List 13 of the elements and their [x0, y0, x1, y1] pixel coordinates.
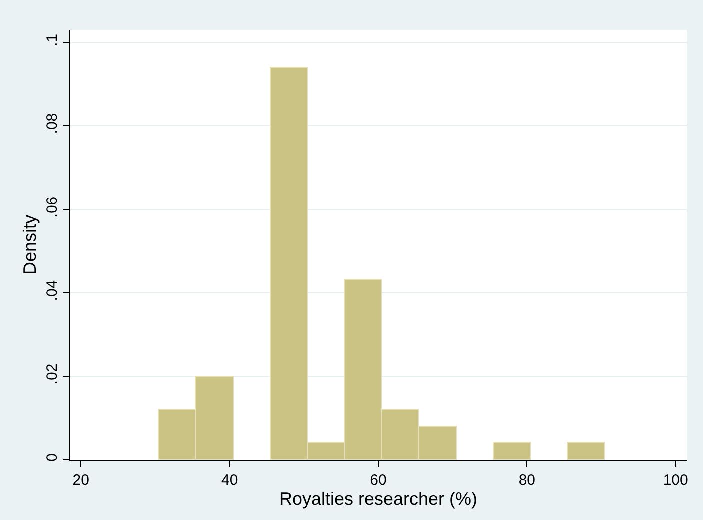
- x-tick-label: 20: [72, 472, 90, 489]
- y-axis-title: Density: [20, 214, 40, 276]
- y-tick-label: 0: [44, 454, 61, 462]
- x-tick-label: 80: [518, 472, 536, 489]
- x-axis-title: Royalties researcher (%): [279, 489, 478, 510]
- x-tick-label: 100: [663, 472, 688, 489]
- x-tick-label: 40: [221, 472, 238, 489]
- y-tick-label: .06: [44, 196, 61, 218]
- y-tick-label: .02: [44, 364, 61, 385]
- y-tick-label: .1: [44, 34, 61, 47]
- x-tick-label: 60: [370, 472, 387, 489]
- y-tick-label: .08: [44, 113, 61, 134]
- y-tick-label: .04: [44, 280, 61, 302]
